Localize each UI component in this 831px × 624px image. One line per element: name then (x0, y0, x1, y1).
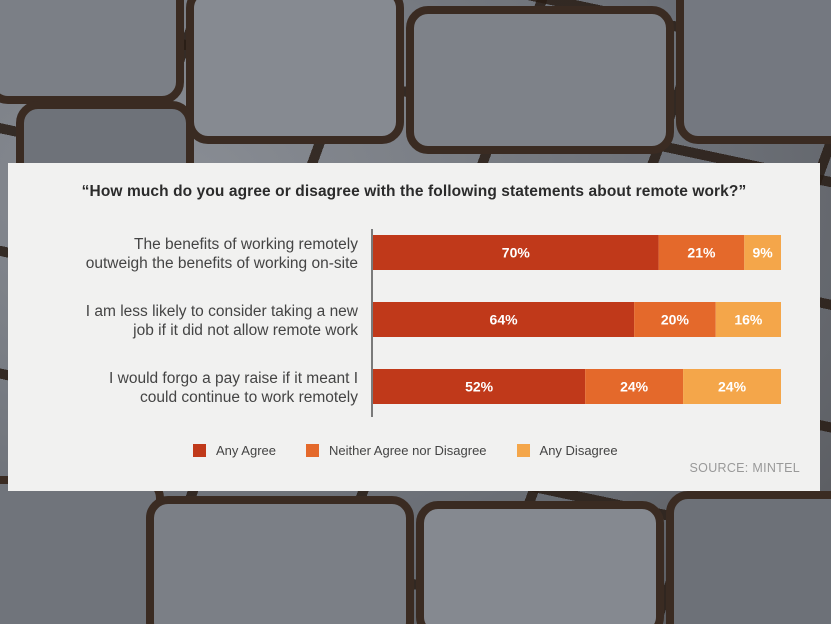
legend-item-agree: Any Agree (193, 443, 276, 458)
row-label-3: I would forgo a pay raise if it meant I … (28, 369, 358, 407)
bar-segment-neither-row-1 (658, 235, 745, 270)
legend-swatch-agree (193, 444, 206, 457)
bar-segment-disagree-row-3 (683, 369, 781, 404)
row-label-1-line-1: The benefits of working remotely (134, 236, 358, 253)
data-label-neither-row-2: 20% (661, 312, 690, 328)
data-label-neither-row-1: 21% (687, 245, 716, 261)
legend-label-agree: Any Agree (216, 443, 276, 458)
bar-segment-agree-row-3 (373, 369, 586, 404)
legend-item-disagree: Any Disagree (516, 443, 618, 458)
row-label-1: The benefits of working remotely outweig… (28, 235, 358, 273)
y-axis-line (371, 229, 373, 417)
legend-label-neither: Neither Agree nor Disagree (329, 443, 487, 458)
data-label-agree-row-1: 70% (502, 245, 531, 261)
data-label-disagree-row-3: 24% (718, 379, 747, 395)
row-label-2-line-1: I am less likely to consider taking a ne… (85, 303, 358, 320)
row-label-2: I am less likely to consider taking a ne… (28, 302, 358, 340)
row-label-3-line-1: I would forgo a pay raise if it meant I (109, 370, 358, 387)
data-label-disagree-row-1: 9% (753, 245, 774, 261)
stacked-bar-chart: 70% 21% 9% 64% 20% 16% 52% 24% 24% (373, 235, 781, 404)
row-label-2-line-2: job if it did not allow remote work (133, 322, 358, 339)
source-note: SOURCE: MINTEL (689, 461, 800, 475)
data-label-neither-row-3: 24% (620, 379, 649, 395)
row-label-1-line-2: outweigh the benefits of working on-site (85, 255, 358, 272)
data-label-disagree-row-2: 16% (734, 312, 763, 328)
chart-title: “How much do you agree or disagree with … (81, 183, 747, 200)
bar-segment-neither-row-2 (634, 302, 716, 337)
legend-swatch-neither (306, 444, 319, 457)
bar-segment-agree-row-1 (373, 235, 659, 270)
data-label-agree-row-3: 52% (465, 379, 494, 395)
legend: Any Agree Neither Agree nor Disagree Any… (193, 443, 648, 458)
bar-segment-agree-row-2 (373, 302, 635, 337)
row-label-3-line-2: could continue to work remotely (140, 389, 358, 406)
bar-segment-disagree-row-1 (744, 235, 781, 270)
legend-label-disagree: Any Disagree (539, 443, 618, 458)
legend-swatch-disagree (516, 444, 530, 457)
legend-item-neither: Neither Agree nor Disagree (306, 443, 487, 458)
chart-card: “How much do you agree or disagree with … (8, 163, 820, 491)
bar-segment-neither-row-3 (585, 369, 684, 404)
data-label-agree-row-2: 64% (490, 312, 519, 328)
bar-segment-disagree-row-2 (715, 302, 781, 337)
